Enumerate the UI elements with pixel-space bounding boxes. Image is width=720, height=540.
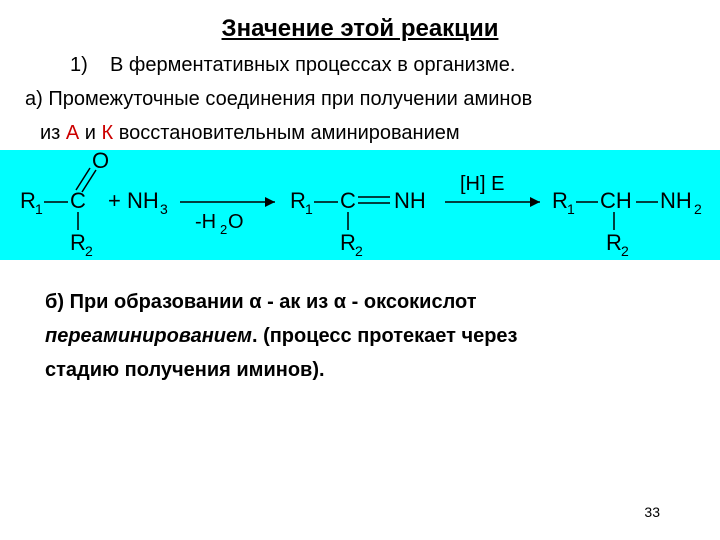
line-3-post: восстановительным аминированием xyxy=(113,122,459,144)
chem-R2a: R xyxy=(70,230,86,255)
reaction-diagram: R 1 C O R 2 + NH 3 -H 2 O R 1 C NH R 2 [… xyxy=(0,150,720,260)
chem-C1: C xyxy=(70,188,86,213)
line-3-K: К xyxy=(102,122,114,144)
chem-h2o-O: O xyxy=(228,211,244,233)
line-4-a2: α xyxy=(334,291,346,313)
line-5: переаминированием. (процесс протекает че… xyxy=(0,319,720,353)
page-title: Значение этой реакции xyxy=(0,0,720,48)
line-4-pre: б) При образовании xyxy=(45,291,249,313)
chem-C2: C xyxy=(340,188,356,213)
chem-R1c: R xyxy=(552,188,568,213)
line-4-a1: α xyxy=(249,291,261,313)
chem-R2c-sub: 2 xyxy=(621,243,629,259)
chem-R1b-sub: 1 xyxy=(305,201,313,217)
page-number: 33 xyxy=(644,504,660,520)
chem-nh3-sub: 3 xyxy=(160,201,168,217)
line-4-mid2: - оксокислот xyxy=(346,291,476,313)
line-1: 1) В ферментативных процессах в организм… xyxy=(0,48,720,82)
line-2: а) Промежуточные соединения при получени… xyxy=(0,82,720,116)
chem-R1a: R xyxy=(20,188,36,213)
chem-plus-nh3: + NH xyxy=(108,188,159,213)
chem-h2o-sub: 2 xyxy=(220,222,227,237)
chem-HE: [H] E xyxy=(460,173,504,195)
chem-NH2: NH xyxy=(660,188,692,213)
line-3-A: А xyxy=(66,122,79,144)
line-5-italic: переаминированием xyxy=(45,325,252,347)
chem-O: O xyxy=(92,150,109,173)
line-5-post: . (процесс протекает через xyxy=(252,325,518,347)
line-6: стадию получения иминов). xyxy=(0,353,720,387)
line-3-mid: и xyxy=(79,122,101,144)
chem-R1c-sub: 1 xyxy=(567,201,575,217)
chem-R1a-sub: 1 xyxy=(35,201,43,217)
line-4: б) При образовании α - ак из α - оксокис… xyxy=(0,285,720,319)
line-4-mid1: - ак из xyxy=(262,291,334,313)
chem-R2b: R xyxy=(340,230,356,255)
chem-NH: NH xyxy=(394,188,426,213)
line-3-pre: из xyxy=(40,122,66,144)
chem-R2c: R xyxy=(606,230,622,255)
chem-NH2-sub: 2 xyxy=(694,201,702,217)
chem-CH: CH xyxy=(600,188,632,213)
line-3: из А и К восстановительным аминированием xyxy=(0,116,720,150)
chem-R2a-sub: 2 xyxy=(85,243,93,259)
line-1-text: В ферментативных процессах в организме. xyxy=(110,54,515,76)
chem-R2b-sub: 2 xyxy=(355,243,363,259)
num-1: 1) xyxy=(25,54,88,76)
chem-minus-h2o: -H xyxy=(195,211,216,233)
chem-R1b: R xyxy=(290,188,306,213)
